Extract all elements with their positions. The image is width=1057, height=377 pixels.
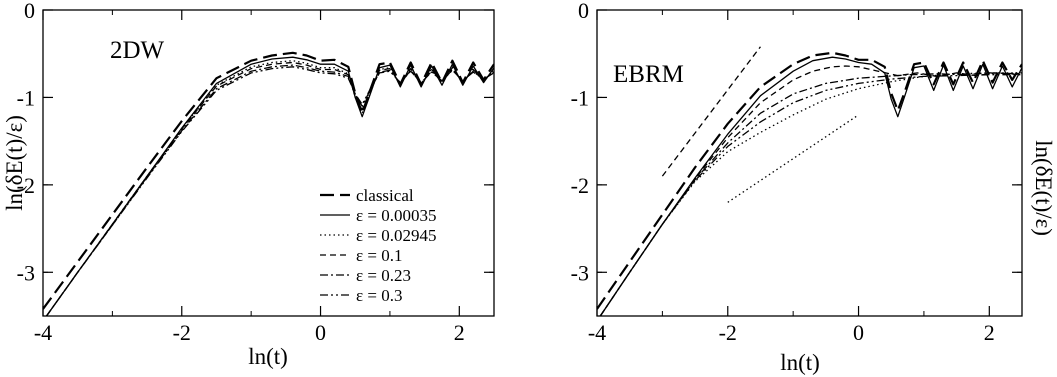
panel-label-ebrm: EBRM	[613, 61, 684, 88]
x-tick-label-2dw: 0	[315, 320, 326, 345]
series-line-ebrm-0-00035	[599, 56, 1022, 316]
y-tick-label-2dw: 0	[24, 0, 35, 23]
x-tick-label-ebrm: 2	[984, 320, 995, 345]
y-axis-label-2dw: ln(δE(t)/ε)	[2, 115, 27, 211]
x-tick-label-ebrm: -4	[588, 320, 606, 345]
legend-label-0-02945: ε = 0.02945	[356, 226, 436, 245]
series-line-ebrm-0-02945	[599, 72, 1022, 316]
series-line-2dw-0-23	[45, 64, 494, 316]
reference-line-ebrm-1	[661, 46, 761, 177]
series-line-2dw-0-02945	[45, 60, 494, 316]
panel-2dw: -4 -2 0 2 0 -1 -2 -3 2DW ln(t) ln(δE(t)/ε) clas…	[2, 0, 495, 369]
y-tick-label-ebrm: -2	[571, 173, 589, 198]
y-tick-label-2dw: -1	[17, 85, 35, 110]
reference-line-ebrm-2	[727, 114, 859, 203]
curves-ebrm	[597, 46, 1022, 316]
curves-2dw	[43, 51, 494, 316]
x-tick-label-ebrm: -2	[719, 320, 737, 345]
legend-label-0-23: ε = 0.23	[356, 266, 411, 285]
series-line-2dw-0-3	[45, 66, 494, 316]
x-tick-label-2dw: -2	[173, 320, 191, 345]
legend-label-0-00035: ε = 0.00035	[356, 206, 436, 225]
y-tick-label-ebrm: -1	[571, 85, 589, 110]
x-tick-label-ebrm: 0	[853, 320, 864, 345]
legend-label-0-1: ε = 0.1	[356, 246, 402, 265]
ticks-ebrm: -4 -2 0 2 0 -1 -2 -3	[571, 0, 1022, 345]
y-tick-label-2dw: -2	[17, 173, 35, 198]
panel-ebrm: -4 -2 0 2 0 -1 -2 -3 EBRM ln(t) ln(δE(t)/ε)	[571, 0, 1056, 375]
x-tick-label-2dw: 2	[454, 320, 465, 345]
series-line-2dw-classical	[43, 51, 494, 310]
series-line-ebrm-0-1	[599, 65, 1022, 316]
x-axis-label-2dw: ln(t)	[248, 344, 288, 369]
ticks-2dw: -4 -2 0 2 0 -1 -2 -3	[17, 0, 494, 345]
plot-frame-2dw	[42, 9, 495, 317]
legend-label-0-3: ε = 0.3	[356, 286, 402, 305]
series-line-2dw-0-1	[45, 61, 494, 316]
y-tick-label-ebrm: -3	[571, 260, 589, 285]
series-line-2dw-0-00035	[45, 56, 494, 316]
y-axis-label-ebrm: ln(δE(t)/ε)	[1031, 140, 1056, 236]
x-axis-label-ebrm: ln(t)	[780, 350, 820, 375]
legend-label-classical: classical	[356, 186, 414, 205]
series-line-ebrm-classical	[597, 51, 1022, 310]
panel-label-2dw: 2DW	[110, 37, 165, 64]
y-tick-label-ebrm: 0	[578, 0, 589, 23]
series-line-ebrm-0-3	[599, 74, 1022, 316]
series-line-ebrm-0-23	[599, 72, 1022, 316]
plot-frame-ebrm	[596, 9, 1023, 317]
x-tick-label-2dw: -4	[34, 320, 52, 345]
y-tick-label-2dw: -3	[17, 260, 35, 285]
